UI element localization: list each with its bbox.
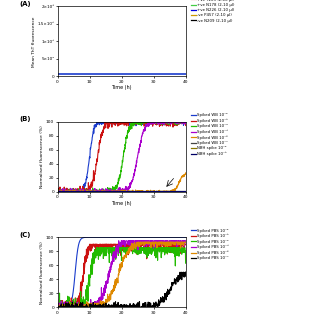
- Text: (A): (A): [19, 1, 31, 7]
- Legend: Spiked PBS 10⁻², Spiked PBS 10⁻³, Spiked PBS 10⁻⁴, Spiked PBS 10⁻⁵, Spiked PBS 1: Spiked PBS 10⁻², Spiked PBS 10⁻³, Spiked…: [191, 229, 229, 260]
- Text: (B): (B): [19, 116, 31, 122]
- Legend: Spiked WB 10⁻², Spiked WB 10⁻³, Spiked WB 10⁻⁴, Spiked WB 10⁻⁵, Spiked WB 10⁻⁶, : Spiked WB 10⁻², Spiked WB 10⁻³, Spiked W…: [191, 113, 228, 156]
- Text: (C): (C): [19, 232, 31, 238]
- X-axis label: Time (h): Time (h): [111, 85, 132, 90]
- Legend: +ve T203 (2-10 μl), +ve N178 (2-10 μl), +ve N226 (2-10 μl), -ve P457 (2-10 μl), : +ve T203 (2-10 μl), +ve N178 (2-10 μl), …: [191, 0, 235, 22]
- Y-axis label: Mean ThT fluorescence: Mean ThT fluorescence: [32, 16, 36, 67]
- Y-axis label: Normalised fluorescence (%): Normalised fluorescence (%): [41, 125, 44, 188]
- Y-axis label: Normalised fluorescence (%): Normalised fluorescence (%): [41, 241, 44, 304]
- X-axis label: Time (h): Time (h): [111, 201, 132, 206]
